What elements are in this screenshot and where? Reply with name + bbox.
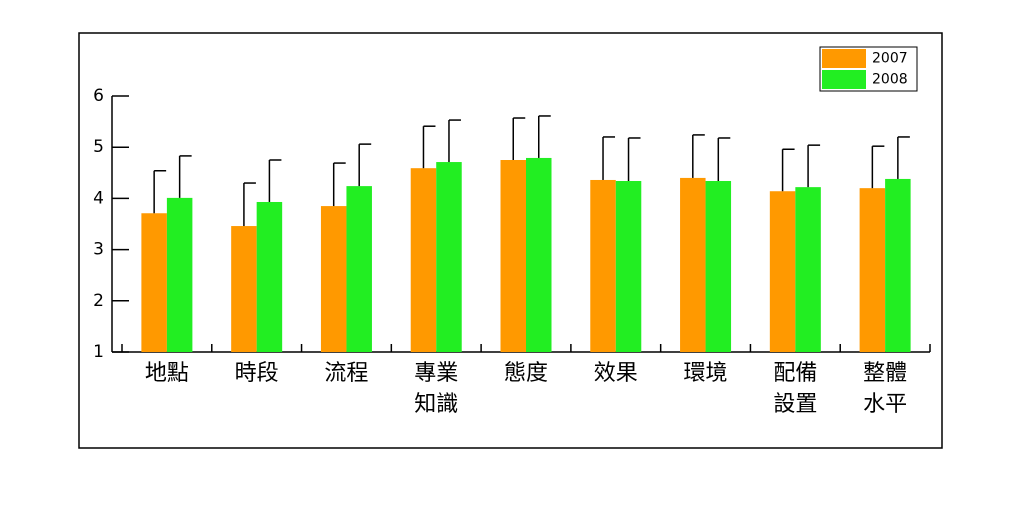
bar bbox=[680, 177, 706, 352]
x-tick-label: 整體水平 bbox=[863, 361, 907, 417]
legend-swatch bbox=[822, 70, 866, 89]
bar bbox=[705, 180, 732, 352]
bar bbox=[859, 188, 886, 352]
bar bbox=[141, 213, 167, 352]
bar bbox=[769, 191, 796, 352]
bar bbox=[795, 187, 821, 352]
x-tick-label: 地點 bbox=[145, 361, 189, 386]
bar bbox=[231, 226, 257, 352]
legend-label: 2008 bbox=[872, 72, 908, 88]
x-tick-label: 環境 bbox=[684, 361, 728, 386]
legend-swatch bbox=[822, 49, 866, 68]
bar bbox=[410, 168, 437, 352]
x-tick-label: 時段 bbox=[235, 361, 279, 386]
x-tick-label: 專業知識 bbox=[414, 361, 458, 417]
y-tick-label: 5 bbox=[93, 137, 104, 157]
legend-label: 2007 bbox=[872, 51, 908, 67]
bar bbox=[885, 178, 911, 352]
bar bbox=[526, 157, 552, 352]
chart-frame bbox=[78, 32, 943, 449]
y-tick-label: 6 bbox=[93, 86, 104, 106]
bar bbox=[256, 201, 283, 352]
bar bbox=[500, 160, 526, 352]
x-tick-label: 配備設置 bbox=[773, 361, 817, 417]
bar bbox=[346, 186, 372, 352]
bar bbox=[615, 180, 642, 352]
y-tick-label: 4 bbox=[93, 188, 104, 208]
y-tick-label: 2 bbox=[93, 291, 104, 311]
y-tick-label: 1 bbox=[93, 342, 104, 362]
x-tick-label: 效果 bbox=[594, 361, 638, 386]
bar bbox=[436, 162, 462, 352]
x-tick-label: 流程 bbox=[324, 361, 368, 386]
bar bbox=[166, 197, 193, 352]
x-tick-label: 態度 bbox=[504, 361, 548, 386]
bar bbox=[590, 179, 616, 352]
y-tick-label: 3 bbox=[93, 240, 104, 260]
bar bbox=[320, 206, 347, 352]
